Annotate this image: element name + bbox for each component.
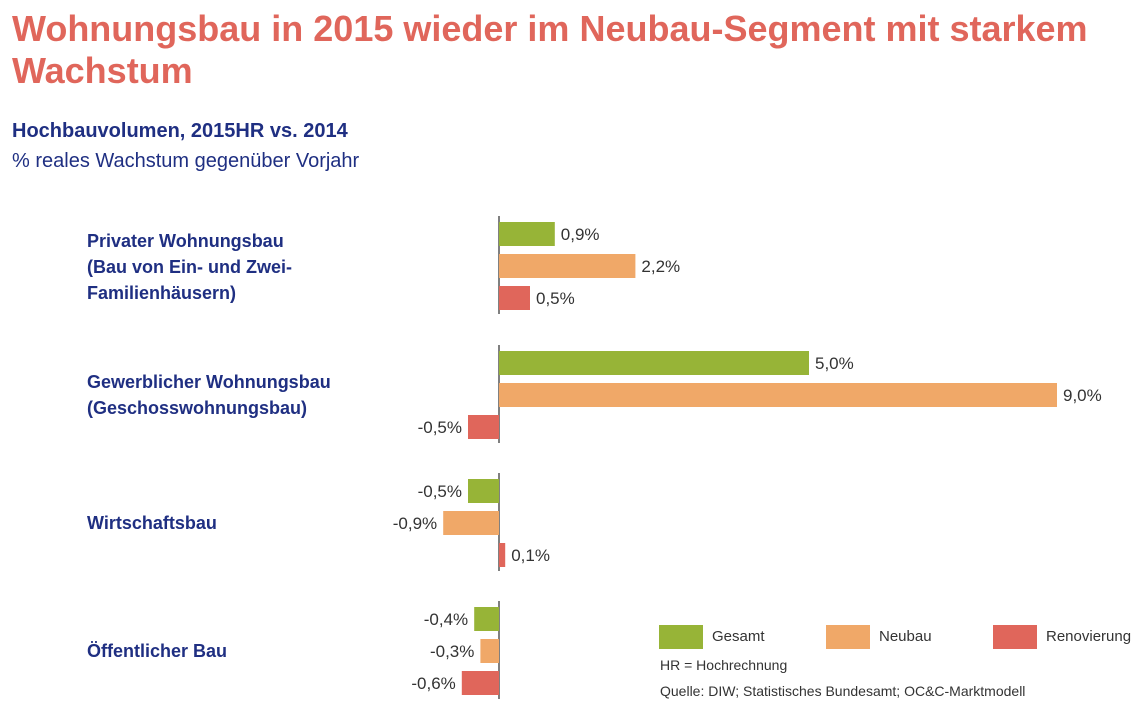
category-label-gewerblicher-wohnungsbau: Gewerblicher Wohnungsbau (Geschosswohnung… [87,372,331,418]
footnote-hr: HR = Hochrechnung [660,657,788,673]
bar-wirtschaftsbau-neubau [443,511,499,535]
data-label-gewerblicher-wohnungsbau-gesamt: 5,0% [815,354,854,373]
data-label-oeffentlicher-bau-renovierung: -0,6% [411,674,455,693]
data-label-privater-wohnungsbau-gesamt: 0,9% [561,225,600,244]
data-label-privater-wohnungsbau-renovierung: 0,5% [536,289,575,308]
category-label-line: Familienhäusern) [87,283,236,303]
data-label-gewerblicher-wohnungsbau-renovierung: -0,5% [418,418,462,437]
bar-wirtschaftsbau-renovierung [499,543,506,567]
bar-privater-wohnungsbau-gesamt [499,222,555,246]
data-label-wirtschaftsbau-neubau: -0,9% [393,514,437,533]
legend-swatch-gesamt [659,625,703,649]
category-label-line: Öffentlicher Bau [87,641,227,661]
data-label-oeffentlicher-bau-gesamt: -0,4% [424,610,468,629]
chart-subtitle: Hochbauvolumen, 2015HR vs. 2014 [12,120,348,142]
source-note: Quelle: DIW; Statistisches Bundesamt; OC… [660,683,1026,699]
chart-title: Wohnungsbau in 2015 wieder im Neubau-Seg… [12,8,1088,91]
bar-oeffentlicher-bau-renovierung [461,671,499,695]
category-label-wirtschaftsbau: Wirtschaftsbau [87,513,217,533]
category-label-line: Wirtschaftsbau [87,513,217,533]
legend-label-gesamt: Gesamt [712,628,765,645]
bar-gewerblicher-wohnungsbau-neubau [499,383,1057,407]
data-label-wirtschaftsbau-gesamt: -0,5% [418,482,462,501]
bar-privater-wohnungsbau-neubau [499,254,636,278]
bar-gewerblicher-wohnungsbau-gesamt [499,351,809,375]
legend-label-renovierung: Renovierung [1046,628,1132,645]
category-label-oeffentlicher-bau: Öffentlicher Bau [87,641,227,661]
category-label-line: (Geschosswohnungsbau) [87,398,307,418]
bar-privater-wohnungsbau-renovierung [499,286,530,310]
bar-oeffentlicher-bau-neubau [480,639,499,663]
data-label-privater-wohnungsbau-neubau: 2,2% [641,257,680,276]
chart-unit-subtitle: % reales Wachstum gegenüber Vorjahr [12,150,360,172]
bar-oeffentlicher-bau-gesamt [474,607,499,631]
legend-swatch-renovierung [993,625,1037,649]
category-label-line: Gewerblicher Wohnungsbau [87,372,331,392]
category-label-line: (Bau von Ein- und Zwei- [87,257,292,277]
category-label-privater-wohnungsbau: Privater Wohnungsbau (Bau von Ein- und Zw… [87,231,292,303]
legend-label-neubau: Neubau [879,628,932,645]
bar-gewerblicher-wohnungsbau-renovierung [468,415,499,439]
data-label-oeffentlicher-bau-neubau: -0,3% [430,642,474,661]
data-label-gewerblicher-wohnungsbau-neubau: 9,0% [1063,386,1102,405]
bar-wirtschaftsbau-gesamt [468,479,499,503]
data-label-wirtschaftsbau-renovierung: 0,1% [511,546,550,565]
category-label-line: Privater Wohnungsbau [87,231,284,251]
legend-swatch-neubau [826,625,870,649]
